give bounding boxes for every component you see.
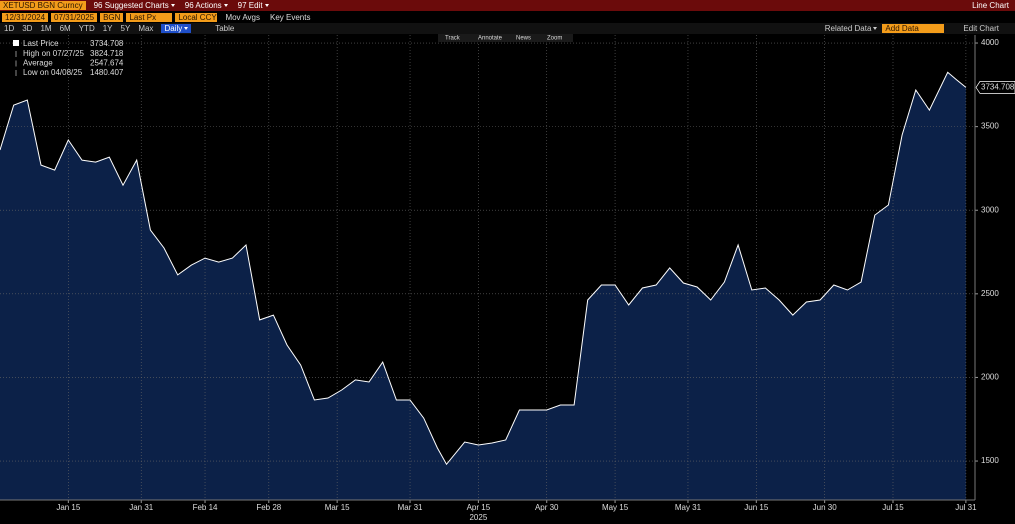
range-button[interactable]: YTD — [78, 24, 95, 33]
range-button[interactable]: 1Y — [102, 24, 113, 33]
y-tick-label: 1500 — [981, 456, 999, 465]
legend-swatch — [13, 40, 19, 46]
tool-button[interactable]: News — [516, 36, 531, 42]
x-tick-label: May 15 — [602, 503, 629, 512]
x-tick-label: Jul 31 — [955, 503, 977, 512]
stat-value: 2547.674 — [90, 59, 124, 68]
range-button[interactable]: 3D — [22, 24, 33, 33]
x-tick-label: Jun 30 — [813, 503, 838, 512]
end-date[interactable]: 07/31/2025 — [51, 12, 98, 22]
security[interactable]: XETUSD BGN Curncy — [0, 1, 86, 10]
x-tick-label: Apr 15 — [467, 503, 491, 512]
y-tick-label: 2000 — [981, 373, 999, 382]
related-label: Related Data — [824, 24, 872, 33]
last-price-tag — [975, 81, 1015, 94]
menu[interactable]: 96 Suggested Charts — [94, 1, 175, 10]
y-tick-label: 3000 — [981, 205, 999, 214]
range-button[interactable]: 6M — [59, 24, 71, 33]
edit-chart[interactable]: Edit Chart — [963, 24, 999, 33]
currency[interactable]: Local CCY — [175, 12, 218, 22]
tool-strip: Track Annotate News Zoom — [438, 34, 573, 42]
last-price-label: 3734.708 — [981, 82, 1015, 91]
legend: Last Price 3734.708 High on 07/27/25 3824.7… — [13, 39, 124, 77]
legend-label: Last Price — [23, 39, 59, 48]
legend-value: 3734.708 — [90, 39, 124, 48]
source[interactable]: BGN — [100, 12, 124, 22]
tool-button[interactable]: Annotate — [478, 36, 503, 42]
add-data[interactable]: Add Data — [882, 24, 945, 33]
x-tick-label: Feb 14 — [193, 503, 218, 512]
y-tick-label: 4000 — [981, 38, 999, 47]
view-name: Line Chart — [972, 1, 1009, 10]
option[interactable]: Key Events — [269, 12, 311, 22]
tool-button[interactable]: Zoom — [547, 36, 562, 42]
x-tick-label: Jun 15 — [744, 503, 769, 512]
range-bar: 1D 3D 1M 6M YTD 1Y 5Y Max Daily Table Related D… — [0, 23, 1015, 34]
settings-bar: 12/31/2024 07/31/2025 BGN Last Px Local … — [0, 11, 1015, 23]
tool-strip-bg — [438, 34, 573, 42]
frequency[interactable]: Daily — [161, 24, 192, 33]
x-tick-label: Apr 30 — [535, 503, 559, 512]
option[interactable]: Mov Avgs — [225, 12, 260, 22]
x-tick-label: May 31 — [675, 503, 702, 512]
stat-label: Average — [23, 59, 53, 68]
x-tick-label: Mar 15 — [325, 503, 350, 512]
range-button[interactable]: 1M — [40, 24, 52, 33]
x-tick-label: Mar 31 — [398, 503, 423, 512]
related-data[interactable]: Related Data — [825, 24, 878, 33]
x-tick-label: Jul 15 — [882, 503, 904, 512]
stat-label: Low on 04/08/25 — [23, 68, 83, 77]
area — [0, 72, 966, 501]
stat-value: 3824.718 — [90, 49, 124, 58]
range-button[interactable]: 5Y — [120, 24, 131, 33]
stat-value: 1480.407 — [90, 68, 124, 77]
x-tick-label: Jan 15 — [56, 503, 81, 512]
price-line — [0, 71, 967, 466]
y-tick-label: 2500 — [981, 289, 999, 298]
menu-label: 96 Actions — [184, 1, 222, 10]
y-tick-label: 3500 — [981, 122, 999, 131]
range-button[interactable]: 1D — [4, 24, 15, 33]
range-button[interactable]: Max — [138, 24, 154, 33]
title-bar: XETUSD BGN Curncy 96 Suggested Charts 96… — [0, 0, 1015, 11]
menu[interactable]: 97 Edit — [238, 1, 269, 10]
tool-button[interactable]: Track — [445, 36, 461, 42]
start-date[interactable]: 12/31/2024 — [2, 12, 49, 22]
x-axis-year: 2025 — [469, 513, 487, 522]
stat-label: High on 07/27/25 — [23, 49, 84, 58]
frequency-label: Daily — [164, 24, 183, 33]
x-tick-label: Feb 28 — [256, 503, 281, 512]
field[interactable]: Last Px — [126, 12, 173, 22]
ranges: 1D 3D 1M 6M YTD 1Y 5Y Max — [0, 24, 157, 33]
menu-label: 97 Edit — [237, 1, 263, 10]
table-button[interactable]: Table — [215, 24, 235, 33]
menu[interactable]: 96 Actions — [185, 1, 228, 10]
menu-label: 96 Suggested Charts — [93, 1, 169, 10]
x-tick-label: Jan 31 — [129, 503, 154, 512]
chart: 1500 2000 2500 3000 3500 4000 Jan 15 Jan 31 Feb … — [0, 34, 1015, 522]
